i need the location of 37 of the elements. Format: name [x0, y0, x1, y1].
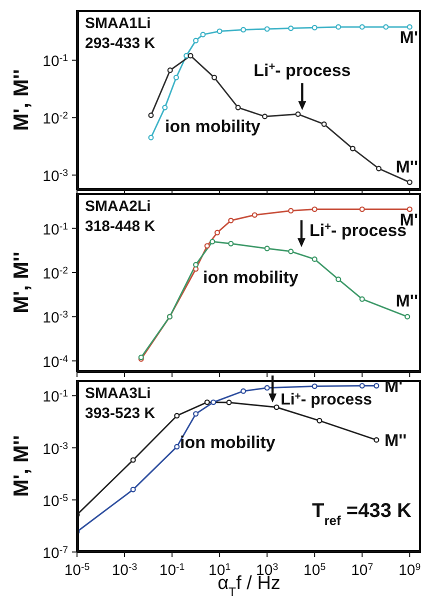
y-axis-title: M', M''	[10, 69, 33, 131]
chart-title: SMAA3Li	[85, 385, 151, 402]
x-tick-label: 10$^{9}$	[398, 562, 421, 579]
annotation: T$_{ref}$ =433 K	[312, 500, 412, 528]
text: 393-523 K	[85, 405, 156, 422]
y-tick-label: 10$^{-2}$	[42, 265, 68, 283]
series-label: M''	[384, 430, 407, 450]
y-tick-label: 10$^{-2}$	[42, 110, 68, 128]
x-tick-label: 10$^{-1}$	[159, 562, 185, 579]
annotation: Li$^{+}$- process	[280, 391, 372, 408]
series-label: M''	[396, 292, 418, 311]
y-axis-title: M', M''	[10, 435, 33, 497]
chart-title: SMAA1Li	[85, 15, 151, 32]
y-tick-label: 10$^{-3}$	[42, 168, 68, 186]
y-tick-label: 10$^{-1}$	[42, 388, 68, 406]
y-tick-label: 10$^{-5}$	[42, 492, 69, 510]
series-label: M'	[400, 28, 418, 47]
y-tick-label: 10$^{-7}$	[42, 544, 68, 562]
y-axis-title: M', M''	[10, 252, 33, 314]
annotation: ion mobility	[165, 117, 261, 136]
x-tick-label: 10$^{5}$	[304, 562, 326, 579]
series-label: M''	[396, 157, 418, 176]
annotation: ion mobility	[203, 268, 299, 287]
annotation: ion mobility	[180, 433, 276, 452]
y-tick-label: 10$^{-3}$	[42, 440, 68, 458]
y-tick-label: 10$^{-1}$	[42, 52, 68, 70]
text: 293-433 K	[85, 35, 156, 52]
x-tick-label: 10$^{-3}$	[112, 562, 138, 579]
y-tick-label: 10$^{-4}$	[42, 353, 69, 371]
annotation: Li$^{+}$- process	[254, 61, 351, 80]
y-tick-label: 10$^{-3}$	[42, 309, 68, 327]
x-tick-label: 10$^{7}$	[351, 562, 374, 579]
y-tick-label: 10$^{-1}$	[42, 220, 68, 238]
text: 318-448 K	[85, 218, 156, 235]
x-tick-label: 10$^{-5}$	[64, 562, 90, 579]
chart-title: SMAA2Li	[85, 198, 151, 215]
x-tick-label: 10$^{1}$	[208, 562, 231, 579]
